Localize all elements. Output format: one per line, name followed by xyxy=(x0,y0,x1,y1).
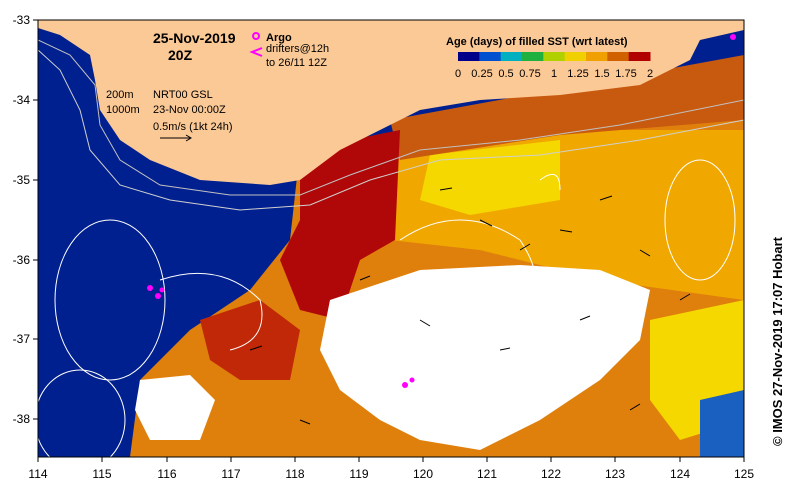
colorbar-swatch xyxy=(564,52,587,61)
lon-tick-label: 117 xyxy=(221,467,240,481)
isobath-1000m-line xyxy=(38,49,744,211)
colorbar-tick: 1.5 xyxy=(594,68,609,80)
colorbar-tick: 0 xyxy=(455,68,461,80)
lon-tick-label: 125 xyxy=(734,467,754,481)
longitude-axis-labels: 114 115 116 117 118 119 120 121 122 123 … xyxy=(28,467,754,481)
lat-tick-label: -34 xyxy=(13,93,31,107)
plot-frame xyxy=(37,19,745,458)
colorbar-swatch xyxy=(543,52,566,61)
lat-tick-label: -37 xyxy=(13,332,31,346)
land-mass-australia xyxy=(38,20,744,185)
lat-tick-label: -36 xyxy=(13,253,31,267)
sst-age-blue-southeast xyxy=(700,390,744,457)
sea-level-contours xyxy=(38,159,736,457)
lon-tick-label: 115 xyxy=(92,467,111,481)
colorbar-title: Age (days) of filled SST (wrt latest) xyxy=(446,36,628,48)
colorbar-swatch xyxy=(628,52,651,61)
drifter-legend-label: drifters@12h xyxy=(266,43,329,55)
lat-tick-label: -35 xyxy=(13,173,31,187)
lat-tick-label: -38 xyxy=(13,412,31,426)
sst-age-dark-orange-band xyxy=(390,55,744,160)
product-label: NRT00 GSL xyxy=(153,89,213,101)
colorbar-swatches xyxy=(458,52,651,61)
lon-tick-label: 121 xyxy=(477,467,497,481)
drifter-legend-period: to 26/11 12Z xyxy=(266,57,327,69)
isobath-200m-label: 200m xyxy=(106,89,134,101)
isobath-1000m-label: 1000m xyxy=(106,104,140,116)
colorbar-tick: 1.75 xyxy=(615,68,636,80)
product-time-label: 23-Nov 00:00Z xyxy=(153,104,226,116)
lon-tick-label: 124 xyxy=(670,467,690,481)
colorbar-tick: 0.75 xyxy=(519,68,540,80)
colorbar-swatch xyxy=(479,52,502,61)
lon-tick-label: 122 xyxy=(541,467,561,481)
map-date-title: 25-Nov-2019 xyxy=(153,30,236,46)
lon-tick-label: 123 xyxy=(605,467,625,481)
colorbar-tick: 0.25 xyxy=(471,68,492,80)
lon-tick-label: 119 xyxy=(349,467,368,481)
map-time-title: 20Z xyxy=(168,47,193,63)
isobath-200m-line xyxy=(38,39,744,196)
lon-tick-label: 118 xyxy=(285,467,304,481)
colorbar-swatch xyxy=(500,52,523,61)
lon-tick-label: 120 xyxy=(413,467,433,481)
lon-tick-label: 116 xyxy=(157,467,176,481)
velocity-arrows xyxy=(249,187,691,425)
imos-credit: © IMOS 27-Nov-2019 17:07 Hobart xyxy=(770,237,785,446)
no-data-region-west xyxy=(135,375,215,440)
lon-tick-label: 114 xyxy=(28,467,47,481)
sst-age-red-region xyxy=(280,130,400,320)
colorbar-tick: 1 xyxy=(551,68,557,80)
colorbar-tick: 0.5 xyxy=(498,68,513,80)
no-data-region xyxy=(320,265,650,450)
drifter-legend-icon xyxy=(249,47,263,57)
argo-legend-icon xyxy=(252,32,260,40)
colorbar-tick: 1.25 xyxy=(567,68,588,80)
scale-vector-arrowhead xyxy=(185,134,192,142)
colorbar-tick: 2 xyxy=(647,68,653,80)
argo-float-markers xyxy=(147,34,736,388)
scale-vector-label: 0.5m/s (1kt 24h) xyxy=(153,121,232,133)
lat-tick-label: -33 xyxy=(13,13,31,27)
colorbar-swatch xyxy=(586,52,608,61)
map-plot-area xyxy=(38,20,744,457)
argo-legend-label: Argo xyxy=(266,32,292,44)
colorbar-swatch xyxy=(607,52,630,61)
colorbar-swatch xyxy=(522,52,544,61)
colorbar-swatch xyxy=(458,52,480,61)
latitude-axis-labels: -33 -34 -35 -36 -37 -38 xyxy=(13,13,31,426)
sst-age-red-patch xyxy=(200,300,300,380)
axis-ticks xyxy=(33,19,745,462)
colorbar: Age (days) of filled SST (wrt latest) 0 … xyxy=(446,36,653,80)
